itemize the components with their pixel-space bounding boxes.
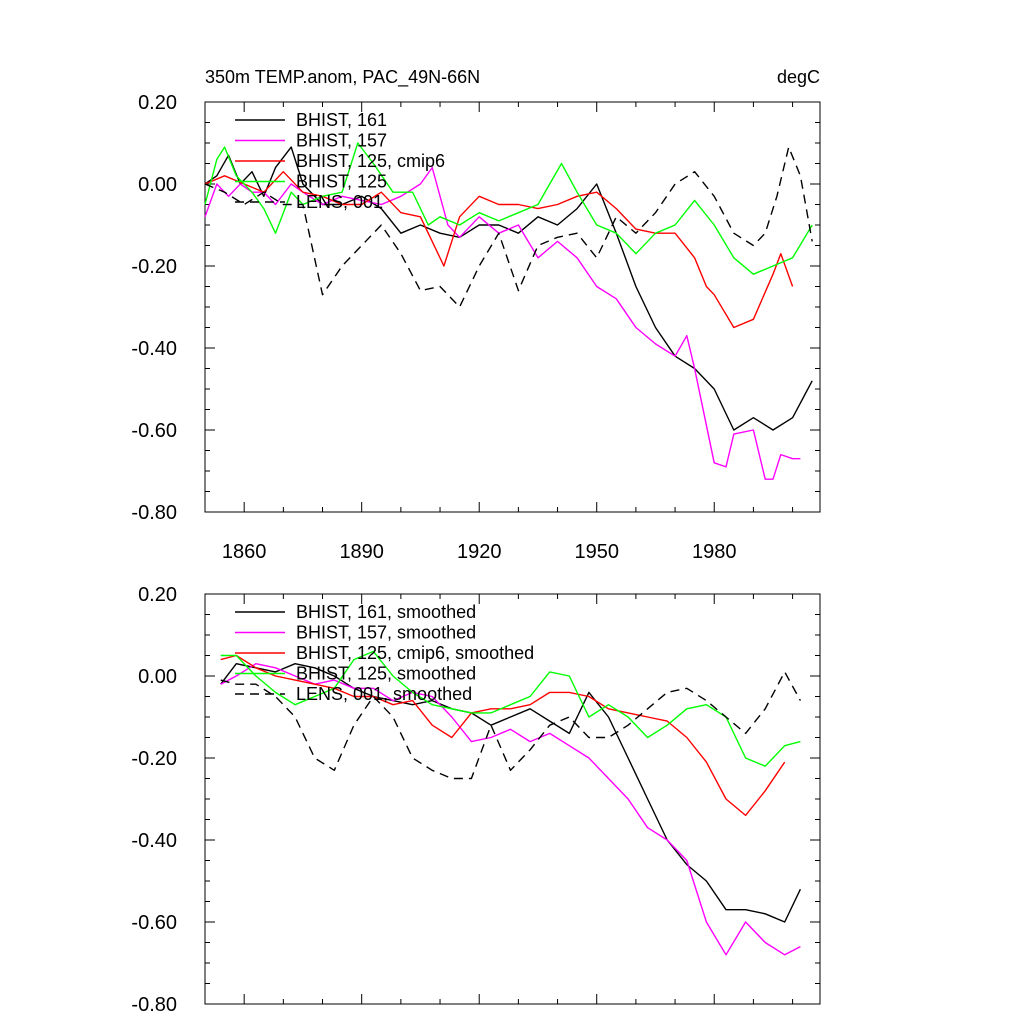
y-tick-label: -0.60 <box>131 420 177 442</box>
y-tick-label: -0.80 <box>131 994 177 1016</box>
series-line <box>220 663 802 923</box>
series-line <box>204 171 794 329</box>
series-line <box>204 146 813 308</box>
y-tick-labels: 0.20 0.00 -0.20 -0.40 -0.60 -0.80 <box>131 92 177 524</box>
y-tick-label: 0.00 <box>138 174 177 196</box>
x-tick-label: 1920 <box>457 541 502 563</box>
legend-label: BHIST, 157 <box>296 131 387 151</box>
legend-label: BHIST, 161, smoothed <box>296 602 476 622</box>
tick-marks <box>204 101 820 513</box>
y-tick-label: 0.20 <box>138 92 177 114</box>
series-group <box>204 142 813 480</box>
y-tick-label: -0.40 <box>131 830 177 852</box>
series-group <box>220 650 802 956</box>
series-line <box>220 650 801 767</box>
x-tick-label: 1860 <box>222 541 267 563</box>
y-tick-label: 0.20 <box>138 584 177 606</box>
chart-panel-bottom: 0.20 0.00 -0.20 -0.40 -0.60 -0.80 BHIST, 161,… <box>131 584 821 1016</box>
series-line <box>204 146 813 431</box>
legend-label: BHIST, 125, smoothed <box>296 664 476 684</box>
chart-panel-top: 350m TEMP.anom, PAC_49N-66N degC 0.20 0.0… <box>131 67 821 563</box>
y-tick-label: -0.40 <box>131 338 177 360</box>
legend-label: BHIST, 157, smoothed <box>296 623 476 643</box>
y-tick-label: -0.20 <box>131 256 177 278</box>
y-tick-label: -0.20 <box>131 748 177 770</box>
chart-title: 350m TEMP.anom, PAC_49N-66N <box>205 67 480 88</box>
legend-label: BHIST, 125, cmip6, smoothed <box>296 643 534 663</box>
x-tick-label: 1950 <box>574 541 619 563</box>
series-line <box>204 142 813 275</box>
legend-label: LENS, 001 <box>296 192 383 212</box>
legend-label: BHIST, 161 <box>296 110 387 130</box>
y-tick-labels: 0.20 0.00 -0.20 -0.40 -0.60 -0.80 <box>131 584 177 1016</box>
legend-label: BHIST, 125 <box>296 172 387 192</box>
y-tick-label: -0.80 <box>131 502 177 524</box>
units-label: degC <box>777 67 820 87</box>
series-line <box>220 671 802 780</box>
y-tick-label: -0.60 <box>131 912 177 934</box>
y-tick-label: 0.00 <box>138 666 177 688</box>
x-tick-label: 1980 <box>692 541 737 563</box>
x-tick-labels: 1860 1890 1920 1950 1980 <box>222 541 737 563</box>
series-line <box>204 166 801 480</box>
legend-label: BHIST, 125, cmip6 <box>296 151 445 171</box>
tick-marks <box>204 593 820 1005</box>
x-tick-label: 1890 <box>339 541 384 563</box>
legend-label: LENS, 001, smoothed <box>296 684 472 704</box>
